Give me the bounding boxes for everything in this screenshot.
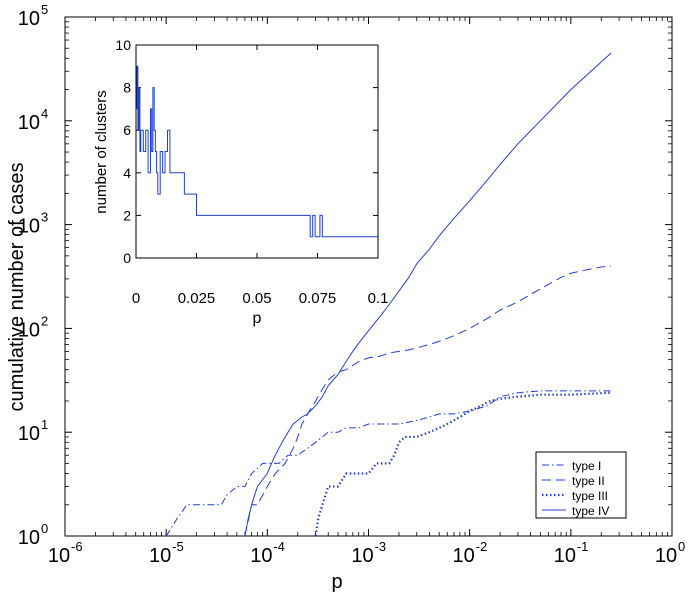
inset-y-tick-label: 6 [123, 122, 131, 138]
inset-y-axis-label: number of clusters [93, 90, 110, 213]
main-x-tick-label: 10 -1 [554, 539, 589, 567]
inset-y-ticks: 0 2 4 6 8 10 [115, 37, 378, 266]
legend-label-type-i: type I [572, 459, 601, 473]
main-x-tick-base: 10 [149, 545, 171, 567]
inset-background [136, 45, 378, 258]
main-y-tick-base: 10 [18, 319, 40, 341]
inset-y-tick-label: 8 [123, 80, 131, 96]
main-y-tick-exponent: 4 [41, 106, 48, 121]
main-x-tick-exponent: -6 [71, 539, 83, 554]
main-y-tick-base: 10 [18, 423, 40, 445]
main-x-tick-base: 10 [351, 545, 373, 567]
main-x-tick-label: 10 0 [655, 539, 685, 567]
main-x-tick-exponent: -2 [476, 539, 488, 554]
main-y-tick-exponent: 2 [41, 313, 48, 328]
inset-y-tick-label: 10 [115, 37, 131, 53]
main-y-tick-exponent: 1 [41, 417, 48, 432]
inset-x-tick-label: 0.075 [299, 290, 337, 307]
main-y-tick-label: 10 0 [18, 521, 48, 549]
inset-x-tick-label: 0.05 [242, 290, 271, 307]
main-y-tick-base: 10 [18, 112, 40, 134]
series-line-type-ii [244, 265, 612, 537]
main-y-tick-label: 10 1 [18, 417, 48, 445]
inset-y-tick-label: 2 [123, 207, 131, 223]
inset-series-group [136, 65, 378, 238]
main-y-tick-base: 10 [18, 8, 40, 30]
main-y-tick-label: 10 2 [18, 313, 48, 341]
main-x-tick-exponent: -1 [577, 539, 589, 554]
main-x-tick-exponent: -5 [172, 539, 184, 554]
main-x-tick-label: 10 -3 [351, 539, 386, 567]
main-x-tick-exponent: 0 [678, 539, 685, 554]
main-y-tick-label: 10 4 [18, 106, 48, 134]
inset-y-tick-label: 4 [123, 165, 131, 181]
inset-x-tick-label: 0.025 [178, 290, 216, 307]
legend-box [535, 451, 627, 519]
main-x-tick-exponent: -4 [273, 539, 285, 554]
main-y-tick-label: 10 5 [18, 2, 48, 30]
main-x-ticks: 10 -6 10 -5 10 -4 10 -3 10 -2 10 -1 10 0 [48, 17, 685, 567]
main-y-tick-exponent: 0 [41, 521, 48, 536]
main-x-tick-base: 10 [655, 545, 677, 567]
main-x-tick-label: 10 -4 [250, 539, 285, 567]
legend-label-type-ii: type II [572, 474, 605, 488]
inset-x-ticks: 0 0.025 0.05 0.075 0.1 [132, 45, 389, 307]
main-x-tick-label: 10 -2 [453, 539, 488, 567]
legend-label-type-iii: type III [572, 489, 608, 503]
main-y-tick-label: 10 3 [18, 210, 48, 238]
inset-axes: 0 0.025 0.05 0.075 0.1 0 2 4 6 8 10 p number of c… [93, 37, 388, 327]
inset-x-axis-label: p [253, 310, 262, 327]
main-y-tick-exponent: 3 [41, 210, 48, 225]
main-x-tick-base: 10 [48, 545, 70, 567]
series-line-type-i [165, 390, 612, 537]
main-x-tick-base: 10 [453, 545, 475, 567]
series-line-type-iv [244, 52, 612, 537]
main-y-tick-base: 10 [18, 216, 40, 238]
main-x-tick-label: 10 -6 [48, 539, 83, 567]
inset-y-tick-label: 0 [123, 250, 131, 266]
main-x-tick-exponent: -3 [375, 539, 387, 554]
main-x-tick-base: 10 [250, 545, 272, 567]
main-x-tick-label: 10 -5 [149, 539, 184, 567]
main-x-axis-label: p [331, 571, 342, 593]
inset-series-line-clusters [136, 65, 378, 238]
main-y-tick-exponent: 5 [41, 2, 48, 17]
main-series-group [165, 52, 612, 537]
main-y-axis-label: cumulative number of cases [6, 162, 28, 411]
inset-x-tick-label: 0.1 [368, 290, 389, 307]
legend-label-type-iv: type IV [572, 504, 609, 518]
series-line-type-iii [314, 391, 612, 537]
main-y-tick-base: 10 [18, 527, 40, 549]
main-x-tick-base: 10 [554, 545, 576, 567]
inset-x-tick-label: 0 [132, 290, 140, 307]
